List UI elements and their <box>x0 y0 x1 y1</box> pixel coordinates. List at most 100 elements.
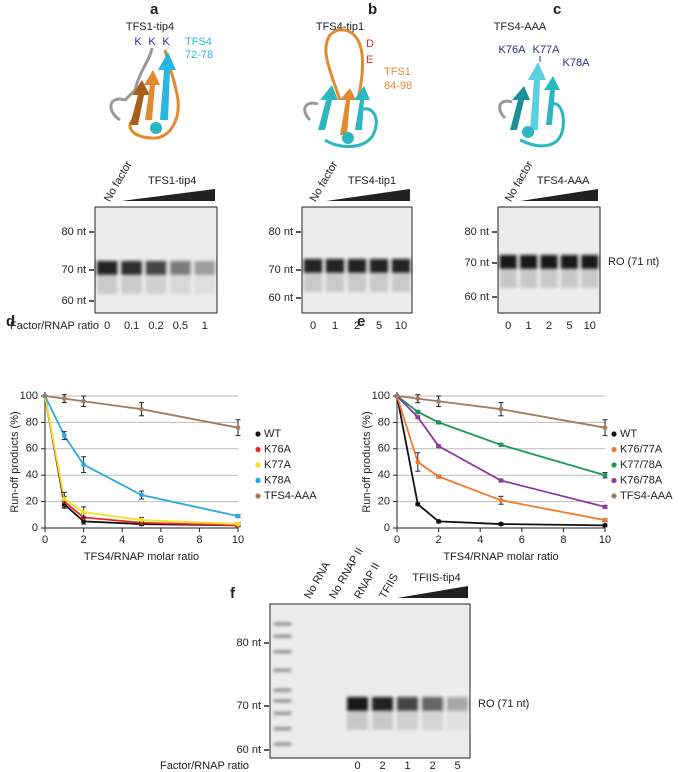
gel-band <box>520 255 538 269</box>
marker-label: 70 nt <box>62 264 86 276</box>
ratio-label: 0 <box>505 320 511 332</box>
legend-label: K78A <box>264 474 292 486</box>
gel-band <box>347 697 368 711</box>
gel-smear <box>170 276 191 294</box>
legend-label: K76/78A <box>620 474 663 486</box>
data-point <box>42 393 48 399</box>
data-point <box>415 396 421 402</box>
legend-label: TFS4-AAA <box>264 490 317 502</box>
data-point <box>436 474 441 479</box>
legend-label: WT <box>620 428 637 440</box>
titration-label: TFIIS-tip4 <box>412 572 460 584</box>
legend-label: K76/77A <box>620 443 663 455</box>
lane-label: No factor <box>503 159 536 204</box>
ratio-label: 0 <box>104 320 110 332</box>
structure <box>498 56 565 148</box>
marker-label: 60 nt <box>237 744 261 756</box>
data-point <box>602 472 608 478</box>
marker-label: 70 nt <box>465 257 489 269</box>
data-point <box>498 442 504 448</box>
structure-label: 72-78 <box>185 49 213 61</box>
titration-triangle <box>520 189 598 201</box>
data-point <box>61 396 67 402</box>
ratio-label: 1 <box>332 320 338 332</box>
ladder-band <box>273 742 292 746</box>
x-tick-label: 0 <box>42 534 48 546</box>
data-point <box>436 519 441 524</box>
structure-label: K76A <box>499 44 527 56</box>
panel-label: f <box>230 585 236 602</box>
data-point <box>415 409 421 415</box>
gel-smear <box>520 270 538 288</box>
structure-label: K <box>134 36 142 48</box>
structure-label: 84-98 <box>384 80 412 92</box>
marker-label: 60 nt <box>62 295 86 307</box>
x-tick-label: 10 <box>599 534 611 546</box>
gel-smear <box>194 276 216 294</box>
data-point <box>415 501 421 507</box>
ladder-band <box>273 622 292 626</box>
x-axis-label: TFS4/RNAP molar ratio <box>84 551 199 563</box>
ladder-band <box>273 634 292 638</box>
lane-label: TFIIS <box>377 572 401 601</box>
legend-swatch <box>611 462 617 468</box>
ratio-label: 0.5 <box>173 320 188 332</box>
gel-band <box>303 259 323 273</box>
y-tick-label: 0 <box>32 522 38 534</box>
x-tick-label: 8 <box>560 534 566 546</box>
y-tick-label: 40 <box>378 469 390 481</box>
y-tick-label: 80 <box>26 416 38 428</box>
band-label: RO (71 nt) <box>608 256 659 268</box>
structure-label: K <box>148 36 156 48</box>
ratio-axis-label: Factor/RNAP ratio <box>10 320 99 332</box>
gel-smear <box>372 712 393 730</box>
data-point <box>415 414 421 420</box>
ratio-label: 0 <box>354 760 360 772</box>
data-point <box>415 459 421 465</box>
gel-smear <box>303 274 323 292</box>
ratio-axis-label: Factor/RNAP ratio <box>160 760 249 772</box>
ladder-band <box>273 699 292 703</box>
gel-smear <box>447 712 468 730</box>
gel-smear <box>391 274 411 292</box>
legend-label: K76A <box>264 443 292 455</box>
x-tick-label: 8 <box>196 534 202 546</box>
y-axis-label: Run-off products (%) <box>361 411 373 512</box>
x-axis-label: TFS4/RNAP molar ratio <box>443 551 558 563</box>
y-tick-label: 100 <box>372 390 390 402</box>
panel-label: d <box>6 313 15 330</box>
structure-label: K <box>162 36 170 48</box>
y-tick-label: 40 <box>26 469 38 481</box>
structure-label: TFS1 <box>384 66 411 78</box>
legend-swatch <box>255 431 261 437</box>
panel-title: TFS4-tip1 <box>316 21 364 33</box>
gel-smear <box>499 270 517 288</box>
y-tick-label: 80 <box>378 416 390 428</box>
structure-label: K78A <box>563 57 591 69</box>
marker-label: 80 nt <box>62 226 86 238</box>
titration-triangle <box>397 586 468 598</box>
legend-swatch <box>255 493 261 499</box>
data-point <box>139 492 144 498</box>
x-tick-label: 10 <box>232 534 244 546</box>
ratio-label: 10 <box>395 320 407 332</box>
data-point <box>436 443 441 449</box>
gel-smear <box>121 276 142 294</box>
ratio-label: 0 <box>310 320 316 332</box>
panel-label: b <box>368 1 377 18</box>
marker-label: 70 nt <box>237 700 261 712</box>
data-point <box>139 406 144 412</box>
gel <box>94 206 218 314</box>
titration-triangle <box>121 189 215 201</box>
x-tick-label: 2 <box>436 534 442 546</box>
legend-swatch <box>255 477 261 484</box>
marker-label: 70 nt <box>269 264 293 276</box>
gel-band <box>540 255 558 269</box>
panel-label: a <box>150 1 159 18</box>
y-tick-label: 0 <box>384 522 390 534</box>
gel-band <box>369 259 389 273</box>
gel-band <box>397 697 418 711</box>
x-tick-label: 2 <box>81 534 87 546</box>
marker-label: 60 nt <box>269 292 293 304</box>
marker-label: 80 nt <box>465 226 489 238</box>
